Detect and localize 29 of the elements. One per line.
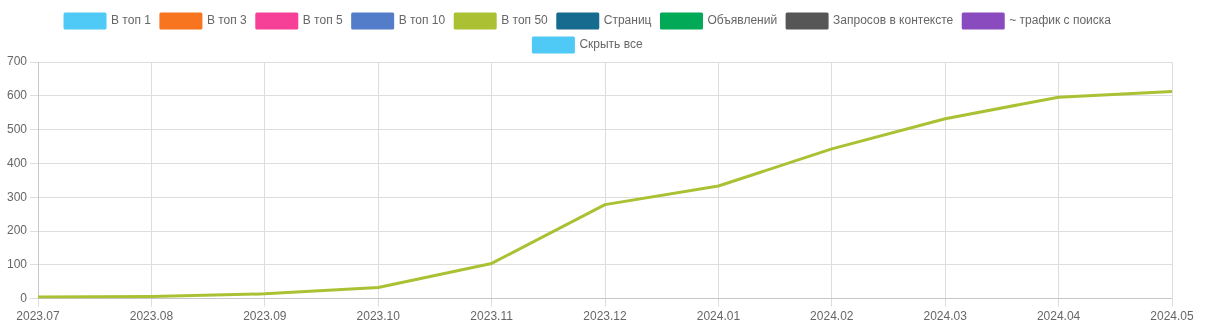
legend-label: Страниц (603, 13, 652, 28)
legend-label: В топ 3 (206, 13, 248, 28)
y-tick-label: 600 (6, 88, 28, 103)
x-tick-label: 2024.03 (923, 309, 968, 324)
y-tick-label: 100 (6, 257, 28, 272)
x-tick-label: 2024.01 (696, 309, 741, 324)
y-tick-label: 500 (6, 121, 28, 136)
legend-label: Запросов в контексте (833, 13, 954, 28)
legend-label: Скрыть все (579, 37, 643, 52)
x-tick-label: 2023.07 (16, 309, 61, 324)
legend-label: В топ 50 (501, 13, 549, 28)
y-tick-label: 0 (20, 290, 28, 305)
legend-label: В топ 5 (302, 13, 343, 28)
y-tick-label: 300 (6, 189, 28, 204)
x-tick-label: 2024.02 (810, 309, 854, 324)
y-tick-label: 200 (6, 223, 28, 238)
x-tick-label: 2023.10 (356, 309, 401, 324)
legend-label: В топ 10 (398, 13, 446, 28)
legend-label: Объявлений (707, 13, 778, 28)
x-tick-label: 2023.09 (243, 309, 287, 324)
x-tick-label: 2023.12 (583, 309, 628, 324)
x-tick-label: 2024.04 (1036, 309, 1081, 324)
legend-label: В топ 1 (111, 13, 152, 28)
legend-label: ~ трафик с поиска (1009, 13, 1112, 28)
y-tick-label: 700 (6, 54, 28, 69)
y-tick-label: 400 (6, 155, 28, 170)
x-tick-label: 2024.05 (1150, 309, 1195, 324)
x-tick-label: 2023.08 (129, 309, 174, 324)
x-tick-label: 2023.11 (470, 309, 514, 324)
